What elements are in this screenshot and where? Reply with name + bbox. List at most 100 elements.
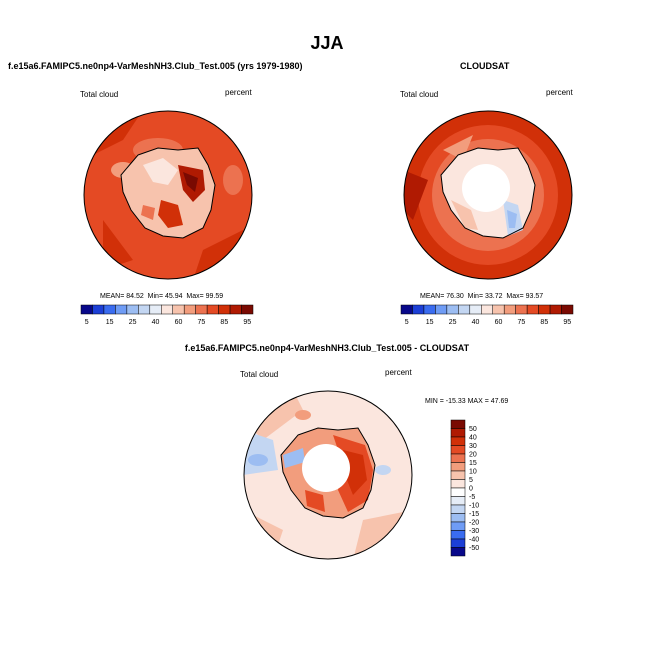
panel3-minmax: MIN = -15.33 MAX = 47.69 [425,398,509,405]
colorbar-box [538,304,551,315]
colorbar-box [183,304,196,315]
colorbar-box [481,304,493,315]
panel1-title: f.e15a6.FAMIPC5.ne0np4-VarMeshNH3.Club_T… [8,61,303,71]
panel2-mean: MEAN= 76.30 [420,293,464,300]
panel2-title: CLOUDSAT [460,61,510,71]
colorbar-box [469,304,482,315]
colorbar-box [450,428,466,438]
colorbar-box [450,453,466,463]
colorbar-box [450,530,466,540]
colorbar-label: 30 [469,443,477,450]
panel3-polar-map [243,390,413,560]
colorbar-box [446,304,459,315]
colorbar-label: 40 [472,319,480,326]
colorbar-box [423,304,436,315]
colorbar-label: 60 [175,319,183,326]
panel1-mean: MEAN= 84.52 [100,293,144,300]
colorbar-label: 15 [426,319,434,326]
colorbar-label: 10 [469,469,477,476]
colorbar-box [103,304,116,315]
colorbar-label: -30 [469,528,479,535]
panel1-min: Min= 45.94 [147,293,183,300]
colorbar-box [450,513,466,523]
colorbar-label: 95 [563,319,571,326]
colorbar-label: -10 [469,503,479,510]
colorbar-box [492,304,505,315]
colorbar-box [450,496,466,506]
colorbar-label: 5 [469,477,473,484]
colorbar-box [195,304,208,315]
colorbar-label: -40 [469,537,479,544]
colorbar-label: -50 [469,545,479,552]
panel2-max: Max= 93.57 [506,293,544,300]
colorbar-label: 50 [469,426,477,433]
panel1-max: Max= 99.59 [186,293,224,300]
panel2-polar-map [403,110,573,280]
colorbar-box [149,304,162,315]
colorbar-box [450,462,466,472]
colorbar-box [80,304,93,315]
colorbar-box [206,304,219,315]
colorbar-box [561,304,574,315]
panel2-min: Min= 33.72 [467,293,503,300]
colorbar-label: -5 [469,494,475,501]
colorbar-label: -20 [469,520,479,527]
panel1-colorbar: 5 15 25 40 60 75 85 95 [80,304,254,326]
colorbar-box [218,304,231,315]
colorbar-box [450,521,466,531]
colorbar-label: 85 [220,319,228,326]
colorbar-box [526,304,539,315]
panel1-polar-map [83,110,253,280]
colorbar-box [503,304,516,315]
colorbar-label: 0 [469,486,473,493]
colorbar-label: -15 [469,511,479,518]
colorbar-box [450,504,466,514]
colorbar-box [412,304,425,315]
panel2-stats: MEAN= 76.30 Min= 33.72 Max= 93.57 [420,293,543,300]
colorbar-box [450,470,466,480]
panel1-left-label: Total cloud [80,90,119,99]
colorbar-box [400,304,413,315]
colorbar-box [435,304,448,315]
colorbar-box [450,479,466,489]
colorbar-box [450,419,466,429]
panel2-units: percent [546,88,573,97]
colorbar-label: 40 [469,435,477,442]
colorbar-label: 15 [106,319,114,326]
colorbar-label: 60 [495,319,503,326]
panel1-stats: MEAN= 84.52 Min= 45.94 Max= 99.59 [100,293,223,300]
colorbar-label: 95 [243,319,251,326]
colorbar-label: 25 [129,319,137,326]
colorbar-label: 25 [449,319,457,326]
colorbar-box [450,538,466,548]
colorbar-label: 75 [518,319,526,326]
colorbar-label: 20 [469,452,477,459]
colorbar-box [450,436,466,446]
colorbar-label: 5 [85,319,89,326]
colorbar-box [450,445,466,455]
colorbar-label: 5 [405,319,409,326]
colorbar-label: 15 [469,460,477,467]
panel3-units: percent [385,368,412,377]
colorbar-box [138,304,151,315]
colorbar-label: 75 [198,319,206,326]
colorbar-box [515,304,528,315]
colorbar-box [549,304,562,315]
panel2-left-label: Total cloud [400,90,439,99]
colorbar-box [458,304,471,315]
colorbar-box [172,304,185,315]
panel1-units: percent [225,88,252,97]
colorbar-box [450,547,466,557]
colorbar-box [92,304,105,315]
colorbar-box [161,304,173,315]
colorbar-label: 85 [540,319,548,326]
colorbar-label: 40 [152,319,160,326]
panel3-left-label: Total cloud [240,370,279,379]
colorbar-box [229,304,242,315]
colorbar-box [115,304,128,315]
colorbar-box [241,304,254,315]
panel3-title: f.e15a6.FAMIPC5.ne0np4-VarMeshNH3.Club_T… [184,343,470,353]
main-title: JJA [310,33,344,53]
panel2-colorbar: 5 15 25 40 60 75 85 95 [400,304,574,326]
